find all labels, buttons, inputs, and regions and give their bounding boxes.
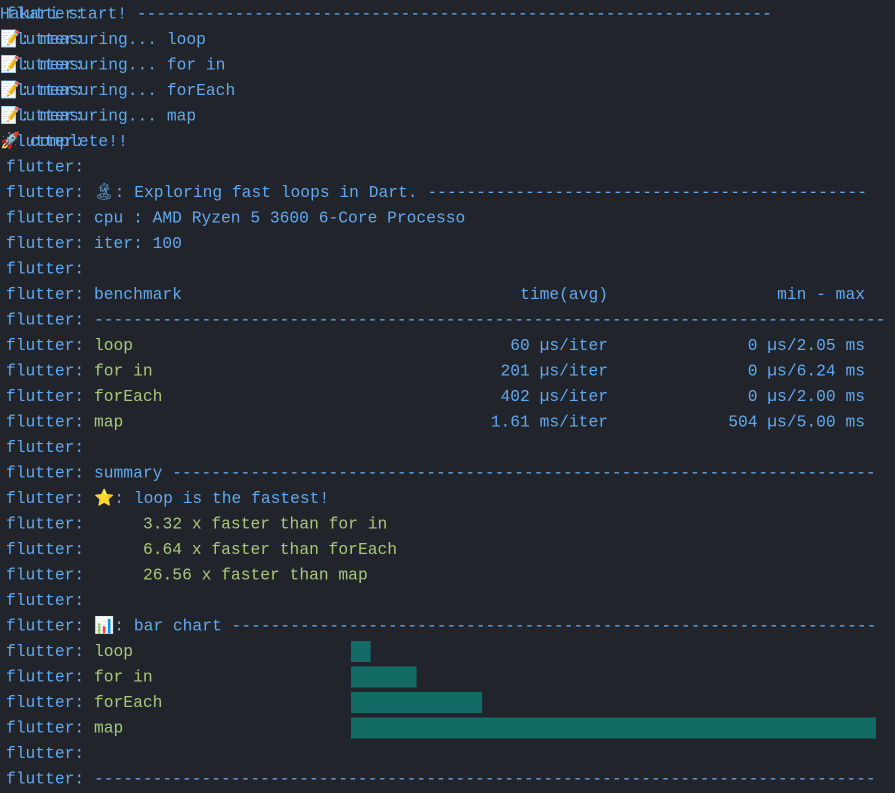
bar (351, 641, 371, 662)
benchmark-name: for in (94, 361, 153, 380)
comparison: 6.64 x faster than forEach (143, 540, 397, 559)
line-prefix: flutter: (6, 642, 84, 661)
comparison: 3.32 x faster than for in (143, 514, 387, 533)
comparison: 26.56 x faster than map (143, 565, 368, 584)
line-prefix: flutter: (6, 106, 84, 125)
log-text: 📝: measuring... map (0, 105, 196, 125)
log-text: 📝: measuring... loop (0, 29, 206, 49)
line-prefix: flutter: (6, 769, 84, 788)
column-header: min - max (777, 285, 865, 304)
min-max: 0 µs/2.05 ms (748, 336, 865, 355)
section-header: 📊: bar chart ---------------------------… (94, 615, 876, 635)
bar (351, 692, 483, 713)
line-prefix: flutter: (6, 132, 84, 151)
section-header: 🏝: Exploring fast loops in Dart. -------… (94, 183, 867, 202)
line-prefix: flutter: (6, 744, 84, 763)
separator: ----------------------------------------… (94, 769, 876, 788)
line-prefix: flutter: (6, 387, 84, 406)
log-text: Hakari start! --------------------------… (0, 4, 772, 23)
line-prefix: flutter: (6, 361, 84, 380)
bar-label: forEach (94, 693, 162, 712)
time-avg: 402 µs/iter (501, 387, 608, 406)
line-prefix: flutter: (6, 514, 84, 533)
column-header: time(avg) (520, 285, 608, 304)
time-avg: 201 µs/iter (501, 361, 608, 380)
separator: ----------------------------------------… (94, 310, 885, 329)
section-header: summary --------------------------------… (94, 463, 876, 482)
line-prefix: flutter: (6, 234, 84, 253)
fastest-text: ⭐: loop is the fastest! (94, 488, 329, 508)
line-prefix: flutter: (6, 540, 84, 559)
line-prefix: flutter: (6, 565, 84, 584)
line-prefix: flutter: (6, 438, 84, 457)
line-prefix: flutter: (6, 718, 84, 737)
line-prefix: flutter: (6, 489, 84, 508)
min-max: 0 µs/6.24 ms (748, 361, 865, 380)
benchmark-name: map (94, 412, 123, 431)
log-text: iter: 100 (94, 234, 182, 253)
min-max: 0 µs/2.00 ms (748, 387, 865, 406)
bar-label: loop (94, 642, 133, 661)
bar (351, 666, 417, 688)
benchmark-name: forEach (94, 387, 162, 406)
line-prefix: flutter: (6, 157, 84, 176)
time-avg: 60 µs/iter (510, 336, 608, 355)
log-text: 🚀 complete!! (0, 131, 128, 151)
line-prefix: flutter: (6, 4, 84, 23)
line-prefix: flutter: (6, 616, 84, 635)
line-prefix: flutter: (6, 55, 84, 74)
line-prefix: flutter: (6, 81, 84, 100)
bar-label: map (94, 718, 123, 737)
log-text: cpu : AMD Ryzen 5 3600 6-Core Processo (94, 208, 465, 227)
column-header: benchmark (94, 285, 182, 304)
line-prefix: flutter: (6, 412, 84, 431)
line-prefix: flutter: (6, 336, 84, 355)
line-prefix: flutter: (6, 693, 84, 712)
line-prefix: flutter: (6, 310, 84, 329)
line-prefix: flutter: (6, 591, 84, 610)
time-avg: 1.61 ms/iter (491, 412, 608, 431)
line-prefix: flutter: (6, 463, 84, 482)
line-prefix: flutter: (6, 30, 84, 49)
benchmark-name: loop (94, 336, 133, 355)
line-prefix: flutter: (6, 183, 84, 202)
bar-label: for in (94, 667, 153, 686)
line-prefix: flutter: (6, 208, 84, 227)
min-max: 504 µs/5.00 ms (728, 412, 865, 431)
bar (351, 717, 876, 739)
line-prefix: flutter: (6, 285, 84, 304)
line-prefix: flutter: (6, 667, 84, 686)
log-text: 📝: measuring... for in (0, 54, 225, 74)
log-text: 📝: measuring... forEach (0, 80, 235, 100)
line-prefix: flutter: (6, 259, 84, 278)
